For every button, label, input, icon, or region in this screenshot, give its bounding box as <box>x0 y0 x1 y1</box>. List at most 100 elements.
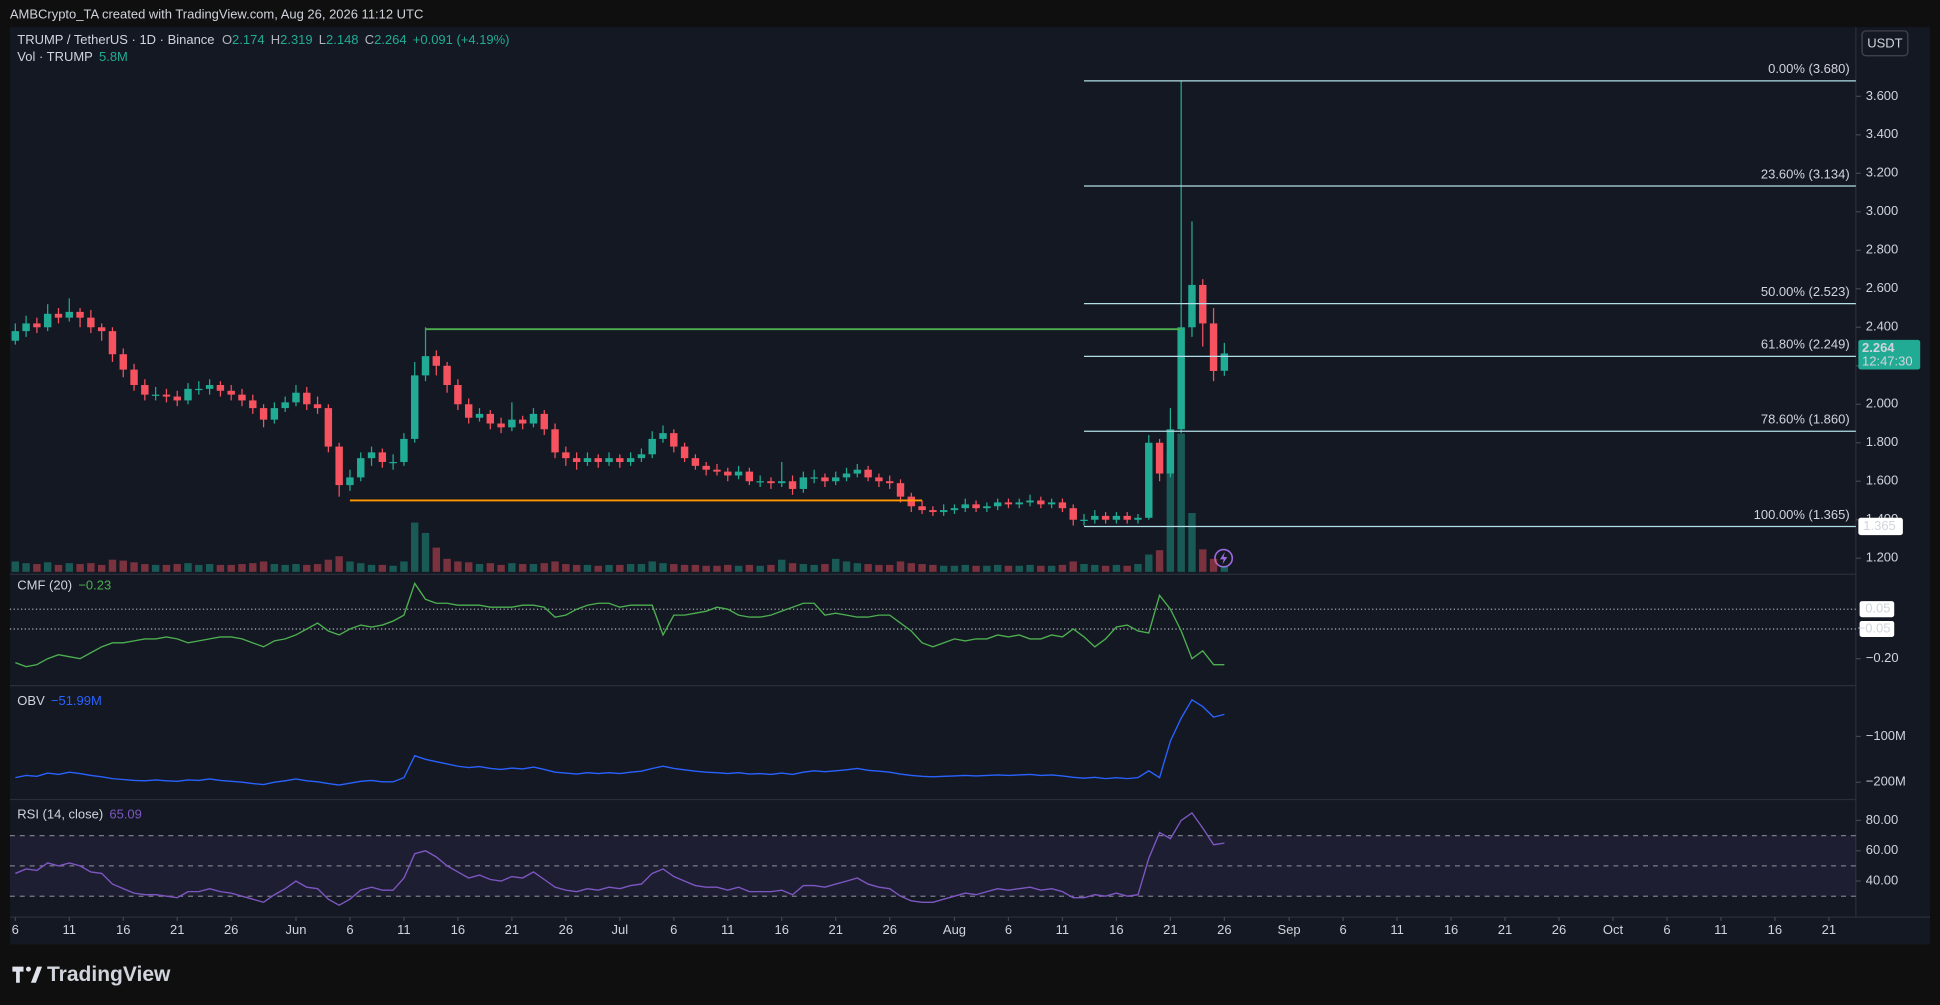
volume-bar <box>778 559 786 572</box>
volume-bar <box>702 565 710 572</box>
y-tick-label: 2.400 <box>1866 319 1898 334</box>
change: +0.091 (+4.19%) <box>413 32 510 47</box>
volume-bar <box>454 561 462 572</box>
y-tick-label: 3.400 <box>1866 126 1898 141</box>
volume-bar <box>281 564 289 572</box>
x-tick-label: Oct <box>1603 922 1624 937</box>
x-tick-label: 21 <box>1822 922 1836 937</box>
candle-body <box>65 311 73 318</box>
candle-body <box>918 506 926 511</box>
candle-body <box>594 458 602 462</box>
candle-body <box>1155 442 1164 474</box>
volume-legend: Vol · TRUMP 5.8M <box>17 50 128 65</box>
volume-bar <box>108 559 117 572</box>
candle-body <box>324 408 333 447</box>
volume-bar <box>292 564 300 572</box>
volume-bar <box>680 564 689 572</box>
candle-body <box>346 477 354 486</box>
candle-body <box>411 375 419 439</box>
volume-bar <box>734 565 743 572</box>
volume-bar <box>141 564 149 572</box>
ohlc-key: H <box>271 32 280 47</box>
candle-body <box>562 452 570 459</box>
y-tick-label: 60.00 <box>1866 842 1898 857</box>
volume-bar <box>842 561 851 572</box>
ohlc-key: C <box>365 32 374 47</box>
candle-body <box>929 510 937 513</box>
volume-bar <box>33 564 41 572</box>
x-tick-label: 6 <box>1005 922 1012 937</box>
candle-body <box>97 327 106 332</box>
candle-body <box>659 433 667 439</box>
candle-body <box>454 385 462 405</box>
currency-button[interactable] <box>1861 30 1909 57</box>
candle-body <box>443 365 451 386</box>
candle-body <box>1166 429 1175 474</box>
candle-body <box>853 469 862 474</box>
volume-bar <box>400 561 408 572</box>
volume-bar <box>475 564 484 572</box>
cmf-level-box <box>1859 601 1895 618</box>
volume-bar <box>443 558 451 572</box>
volume-bar <box>1188 513 1196 572</box>
candle-body <box>702 465 710 470</box>
x-tick-label: Aug <box>943 922 966 937</box>
candle-body <box>832 477 840 482</box>
candle-body <box>950 508 959 511</box>
obv-legend: OBV −51.99M <box>17 693 102 708</box>
x-tick-label: 11 <box>721 922 734 937</box>
volume-bar <box>195 564 203 572</box>
ohlc-value: 2.174 <box>232 32 264 47</box>
y-tick-label: −100M <box>1866 728 1906 743</box>
candle-body <box>637 454 646 459</box>
candle-body <box>22 323 30 332</box>
replay-icon[interactable] <box>1214 548 1234 568</box>
volume-bar <box>659 563 667 572</box>
volume-bar <box>1015 565 1023 572</box>
volume-bar <box>993 564 1002 572</box>
x-tick-label: 6 <box>670 922 677 937</box>
candle-body <box>108 331 117 355</box>
volume-bar <box>1047 565 1056 572</box>
candle-body <box>767 481 775 484</box>
fib-label: 0.00% (3.680) <box>1768 61 1850 76</box>
y-tick-label: 2.600 <box>1866 280 1898 295</box>
candle-body <box>270 408 279 420</box>
volume-bar <box>303 564 311 572</box>
currency[interactable]: USDT <box>1867 35 1902 50</box>
cmf-level-label: −0.05 <box>1858 620 1891 635</box>
candle-body <box>119 354 127 370</box>
ohlc-key: O <box>222 32 232 47</box>
candle-body <box>907 496 916 507</box>
x-tick-label: 6 <box>12 922 19 937</box>
volume-bar <box>249 563 257 572</box>
volume-bar <box>1199 549 1207 572</box>
volume-bar <box>97 564 106 572</box>
candle-body <box>11 331 20 341</box>
fib-label: 61.80% (2.249) <box>1761 337 1850 352</box>
volume-bar <box>832 558 840 572</box>
rsi-legend: RSI (14, close) 65.09 <box>17 807 142 822</box>
candle-body <box>1015 502 1023 505</box>
y-tick-label: 1.600 <box>1866 473 1898 488</box>
x-tick-label: 26 <box>882 922 896 937</box>
marker-price: 1.365 <box>1863 518 1895 533</box>
y-tick-label: −200M <box>1866 774 1906 789</box>
volume-bar <box>961 564 969 572</box>
candle-body <box>281 402 289 409</box>
rsi-title: RSI (14, close) <box>17 807 103 822</box>
volume-bar <box>885 564 894 572</box>
volume-bar <box>853 563 862 572</box>
volume-bar <box>43 562 52 572</box>
candle-body <box>1026 500 1034 503</box>
volume-bar <box>486 563 494 572</box>
candle-body <box>205 385 214 389</box>
x-tick-label: 6 <box>346 922 353 937</box>
y-tick-label: 3.200 <box>1866 165 1898 180</box>
x-tick-label: 11 <box>63 922 76 937</box>
volume-bar <box>389 565 397 572</box>
rsi-last: 65.09 <box>109 807 141 822</box>
volume-bar <box>929 564 937 572</box>
ohlc-value: 2.319 <box>280 32 312 47</box>
volume-bar <box>1026 564 1034 572</box>
